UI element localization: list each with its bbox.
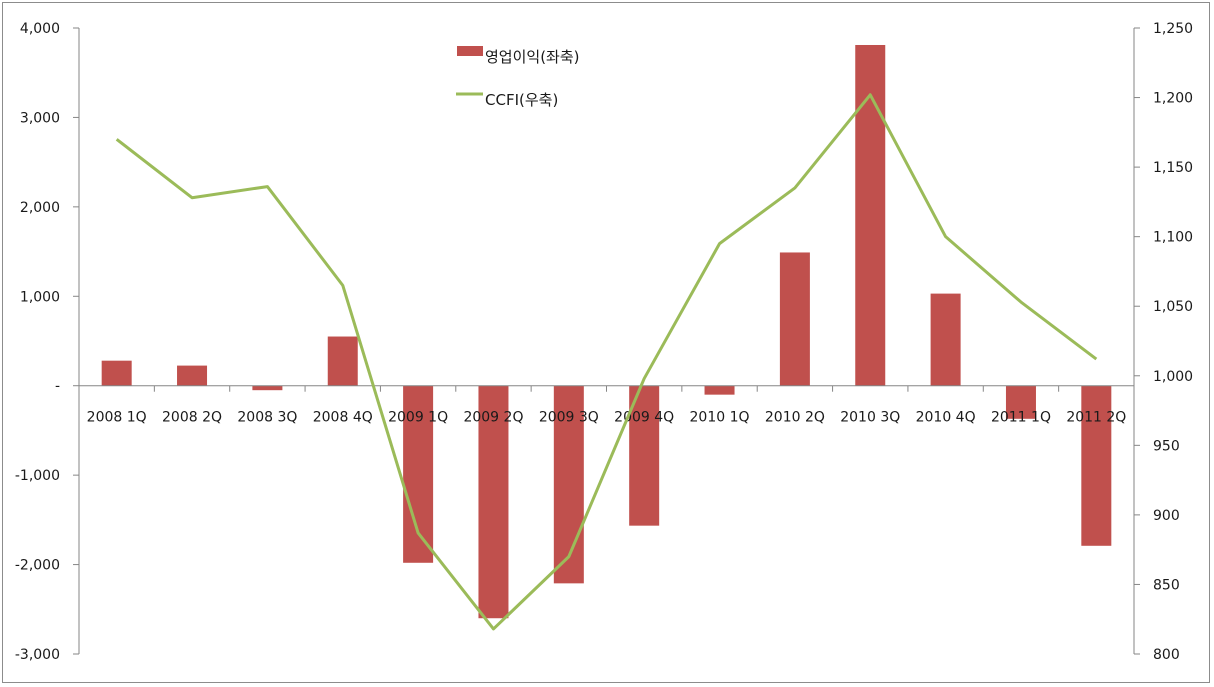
line-series-ccfi	[115, 93, 1098, 631]
category-axis: 2008 1Q 2008 2Q 2008 3Q 2008 4Q 2009 1Q 2009 …	[78, 385, 1135, 426]
category-label: 2009 1Q	[388, 410, 448, 426]
right-axis-tick-label: 800	[1153, 647, 1180, 663]
category-label: 2008 2Q	[162, 410, 222, 426]
category-label: 2008 3Q	[237, 410, 297, 426]
left-axis-tick-label: 3,000	[20, 110, 60, 126]
bar	[478, 385, 509, 619]
bar	[629, 385, 660, 526]
bar	[1081, 385, 1112, 546]
bar	[930, 293, 961, 386]
bar	[252, 385, 283, 391]
bar	[704, 385, 735, 395]
left-axis-tick-label: 2,000	[20, 200, 60, 216]
right-axis-tick-label: 1,000	[1153, 369, 1193, 385]
right-axis-tick-label: 1,150	[1153, 160, 1193, 176]
category-label: 2009 2Q	[463, 410, 523, 426]
legend-label-operating-profit: 영업이익(좌축)	[485, 48, 580, 66]
legend-bar-swatch-icon	[457, 46, 483, 56]
category-label: 2010 2Q	[765, 410, 825, 426]
left-axis-tick-label: -3,000	[15, 647, 60, 663]
category-label: 2008 4Q	[313, 410, 373, 426]
right-axis-tick-label: 1,250	[1153, 21, 1193, 37]
category-label: 2011 1Q	[991, 410, 1051, 426]
bar	[855, 44, 886, 386]
bar	[1005, 385, 1036, 419]
category-label: 2010 3Q	[840, 410, 900, 426]
category-label: 2009 3Q	[539, 410, 599, 426]
left-axis-tick-label: 1,000	[20, 289, 60, 305]
bar	[327, 336, 358, 386]
left-axis-tick-label: -	[55, 379, 60, 395]
right-axis-tick-label: 1,050	[1153, 299, 1193, 315]
bar-series-operating-profit	[101, 44, 1112, 619]
category-label: 2009 4Q	[614, 410, 674, 426]
category-label: 2011 2Q	[1066, 410, 1126, 426]
right-axis-tick-label: 1,200	[1153, 91, 1193, 107]
category-label: 2010 4Q	[916, 410, 976, 426]
left-axis: 4,000 3,000 2,000 1,000 - -1,000 -2,000 -3,000	[15, 21, 80, 663]
category-label: 2010 1Q	[690, 410, 750, 426]
right-axis: 1,250 1,200 1,150 1,100 1,050 1,000 950 900 850 8…	[1133, 21, 1193, 663]
bar	[553, 385, 584, 584]
right-axis-tick-label: 1,100	[1153, 230, 1193, 246]
left-axis-tick-label: -2,000	[15, 558, 60, 574]
right-axis-tick-label: 950	[1153, 438, 1180, 454]
category-label: 2008 1Q	[87, 410, 147, 426]
bar	[779, 252, 810, 386]
bar	[177, 365, 208, 386]
right-axis-tick-label: 850	[1153, 577, 1180, 593]
right-axis-tick-label: 900	[1153, 508, 1180, 524]
left-axis-tick-label: -1,000	[15, 468, 60, 484]
left-axis-tick-label: 4,000	[20, 21, 60, 37]
legend-label-ccfi: CCFI(우축)	[485, 91, 558, 109]
legend: 영업이익(좌축) CCFI(우축)	[456, 46, 580, 109]
bar	[101, 360, 132, 386]
ccfi-line	[115, 93, 1098, 631]
